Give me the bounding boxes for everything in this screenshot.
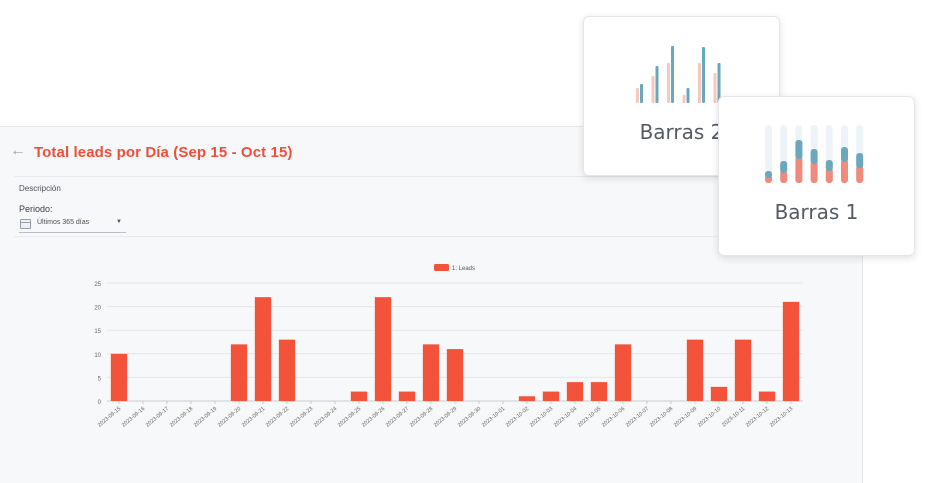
icon-bar <box>825 168 833 183</box>
x-tick-label: 2023-10-04 <box>553 406 578 429</box>
x-tick-label: 2023-10-13 <box>769 406 794 429</box>
divider <box>14 236 860 237</box>
icon-bar <box>841 147 848 162</box>
bar <box>230 344 248 401</box>
y-tick-label: 0 <box>98 400 102 406</box>
x-tick-label: 2023-10-11 <box>721 406 746 428</box>
icon-bar <box>667 63 670 103</box>
x-tick-label: 2023-10-08 <box>649 406 674 429</box>
legend-swatch <box>434 264 449 271</box>
x-tick-label: 2023-09-15 <box>97 406 122 429</box>
y-tick-label: 15 <box>94 329 101 335</box>
bar <box>110 353 128 401</box>
x-tick-label: 2023-10-07 <box>625 406 650 429</box>
bar <box>446 349 464 401</box>
bar <box>782 301 800 401</box>
bar <box>566 382 584 401</box>
x-tick-label: 2023-10-05 <box>577 406 602 429</box>
x-tick-label: 2023-10-12 <box>745 406 770 429</box>
chart-type-label: Barras 2 <box>639 120 724 144</box>
period-label: Periodo: <box>19 204 53 214</box>
period-select-value: Últimos 365 días <box>37 219 90 226</box>
stacked-bar-chart-icon <box>765 125 864 183</box>
bar <box>686 339 704 401</box>
icon-bar <box>686 88 690 103</box>
legend-label: 1: Leads <box>452 266 475 272</box>
chevron-down-icon: ▼ <box>116 219 122 225</box>
x-tick-label: 2023-09-24 <box>313 406 338 429</box>
icon-bar <box>856 165 864 183</box>
bar <box>758 391 776 401</box>
icon-bar <box>780 170 788 183</box>
period-select[interactable]: Últimos 365 días ▼ <box>19 216 126 233</box>
bar <box>398 391 416 401</box>
icon-bar <box>651 76 655 103</box>
icon-bar <box>713 73 717 103</box>
bar <box>542 391 560 401</box>
icon-bar <box>640 84 643 103</box>
bar <box>278 339 296 401</box>
x-tick-label: 2023-09-17 <box>145 406 170 429</box>
bar <box>422 344 440 401</box>
x-tick-label: 2023-09-22 <box>265 406 290 429</box>
x-tick-label: 2023-09-29 <box>433 406 458 429</box>
icon-bar <box>795 140 803 159</box>
y-tick-label: 20 <box>94 306 101 312</box>
bar <box>350 391 368 401</box>
icon-bar <box>698 63 701 103</box>
icon-bar <box>655 66 659 103</box>
x-tick-label: 2023-10-09 <box>673 406 698 429</box>
bar <box>518 396 536 401</box>
description-label[interactable]: Descripción <box>19 184 61 193</box>
page-title: Total leads por Día (Sep 15 - Oct 15) <box>34 144 293 161</box>
y-tick-label: 25 <box>94 282 101 288</box>
x-tick-label: 2023-10-02 <box>505 406 530 429</box>
x-tick-label: 2023-10-01 <box>481 406 506 429</box>
x-tick-label: 2023-10-03 <box>529 406 554 429</box>
x-tick-label: 2023-09-25 <box>337 406 362 429</box>
y-tick-label: 10 <box>94 353 101 359</box>
x-tick-label: 2023-09-23 <box>289 406 314 429</box>
x-tick-label: 2023-09-19 <box>193 406 218 429</box>
x-tick-label: 2023-09-27 <box>385 406 410 429</box>
calendar-icon <box>20 219 31 229</box>
x-tick-label: 2023-09-28 <box>409 406 434 429</box>
x-tick-label: 2023-09-30 <box>457 406 482 429</box>
icon-bar <box>780 161 788 173</box>
icon-bar <box>841 159 848 183</box>
icon-bar <box>702 47 705 103</box>
chart-type-label: Barras 1 <box>774 200 859 224</box>
icon-bar <box>810 149 818 164</box>
icon-bar <box>682 95 686 103</box>
icon-bar <box>717 63 721 103</box>
x-tick-label: 2023-09-21 <box>241 406 266 429</box>
icon-track <box>765 125 772 183</box>
divider <box>14 176 860 177</box>
icon-bar <box>636 88 639 103</box>
bar <box>614 344 632 401</box>
x-tick-label: 2023-09-16 <box>121 406 146 429</box>
x-tick-label: 2023-09-18 <box>169 406 194 429</box>
x-tick-label: 2023-10-06 <box>601 406 626 429</box>
bar <box>374 297 392 401</box>
y-tick-label: 5 <box>98 376 102 382</box>
back-arrow-icon[interactable]: ← <box>10 142 26 159</box>
icon-bar <box>671 46 674 103</box>
icon-bar <box>825 160 833 171</box>
icon-bar <box>856 153 864 168</box>
x-tick-label: 2023-09-26 <box>361 406 386 429</box>
icon-bar <box>810 161 818 183</box>
bar <box>710 386 728 401</box>
x-tick-label: 2023-10-10 <box>697 406 722 429</box>
icon-bar <box>795 156 803 183</box>
grouped-bar-chart-icon <box>636 46 721 103</box>
x-tick-label: 2023-09-20 <box>217 406 242 429</box>
bar <box>590 382 608 401</box>
icon-bar <box>765 171 772 178</box>
bar <box>254 297 272 401</box>
chart-type-card-barras-1[interactable]: Barras 1 <box>718 96 915 256</box>
bar <box>734 339 752 401</box>
